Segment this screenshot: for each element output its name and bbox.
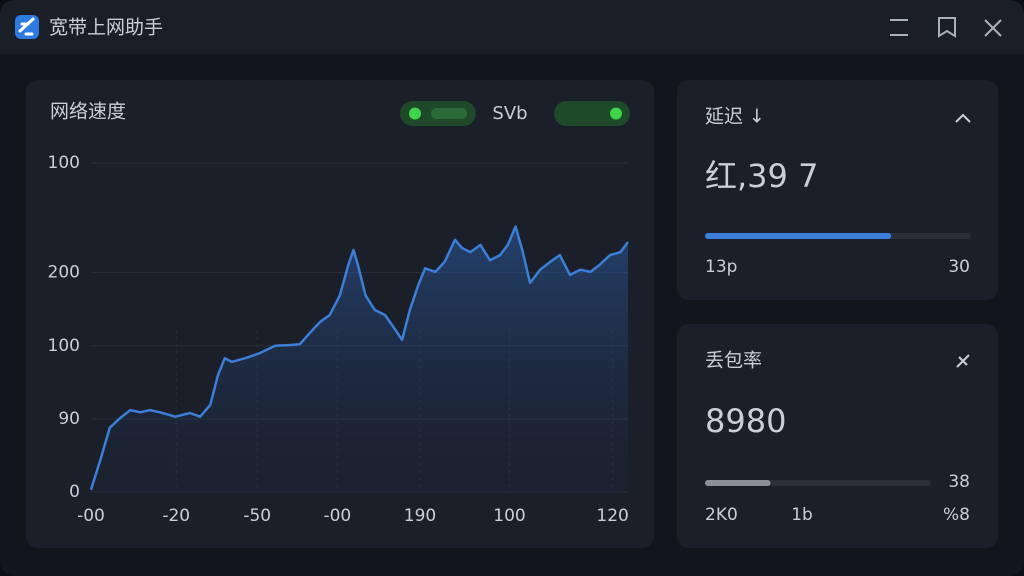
loss-label: 1b xyxy=(791,505,813,525)
loss-bar-label: 38 xyxy=(948,472,970,492)
y-tick-label: 0 xyxy=(69,482,80,502)
x-tick-label: -50 xyxy=(243,506,271,526)
latency-left-label: 13p xyxy=(705,257,737,277)
loss-panel xyxy=(677,324,998,548)
latency-bar xyxy=(705,233,892,239)
latency-right-label: 30 xyxy=(948,257,970,277)
toggle-label: SVb xyxy=(492,103,527,124)
x-tick-label: 190 xyxy=(404,506,436,526)
x-tick-label: 120 xyxy=(596,506,628,526)
y-tick-label: 90 xyxy=(58,409,80,429)
loss-label: %8 xyxy=(943,505,970,525)
chart-title: 网络速度 xyxy=(50,101,126,123)
pin-button[interactable] xyxy=(938,17,956,38)
close-button[interactable] xyxy=(984,19,1002,37)
x-tick-label: -00 xyxy=(77,506,105,526)
y-tick-label: 100 xyxy=(48,336,80,356)
loss-icon[interactable] xyxy=(956,354,970,368)
x-tick-label: -20 xyxy=(162,506,190,526)
line xyxy=(89,225,629,491)
toggle-left[interactable] xyxy=(400,101,476,126)
area xyxy=(91,226,628,492)
app-icon xyxy=(15,15,39,39)
latency-panel xyxy=(677,80,998,300)
latency-title: 延迟 ↓ xyxy=(705,106,765,128)
x-tick-label: 100 xyxy=(493,506,525,526)
y-tick-label: 100 xyxy=(48,153,80,173)
y-tick-label: 200 xyxy=(48,263,80,283)
collapse-icon[interactable] xyxy=(955,113,971,123)
loss-value: 8980 xyxy=(705,402,786,440)
loss-bar xyxy=(705,480,771,486)
loss-title: 丢包率 xyxy=(705,350,762,372)
title-bar xyxy=(0,0,1024,54)
loss-label: 2K0 xyxy=(705,505,738,525)
x-tick-label: -00 xyxy=(323,506,351,526)
minimize-button[interactable] xyxy=(890,19,908,36)
chart: 0 90 100 200 100 -00 -20 -50 -00 190 100 120 xyxy=(48,153,629,526)
toggle-right[interactable] xyxy=(554,101,630,126)
window-title: 宽带上网助手 xyxy=(49,17,163,39)
latency-value: 红,39 7 xyxy=(705,157,818,195)
